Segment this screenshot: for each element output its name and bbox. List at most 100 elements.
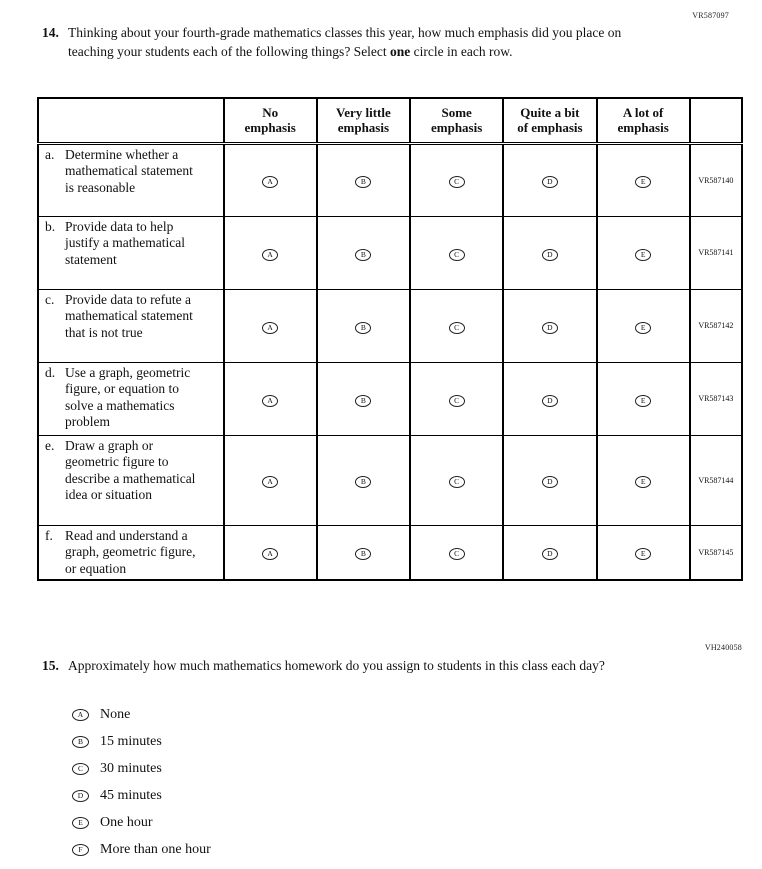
option-circle-b[interactable]: B (355, 394, 372, 407)
option-circle-d[interactable]: D (541, 321, 558, 334)
option-circle-b[interactable]: B (355, 476, 372, 488)
option-circle-e[interactable]: E (635, 394, 652, 407)
emphasis-cell: A (222, 361, 318, 436)
option-circle-a[interactable]: A (262, 476, 279, 488)
question-14-text-part: circle in each row. (410, 44, 513, 59)
col-header-quite-a-bit-of-emphasis: Quite a bit of emphasis (502, 97, 598, 145)
emphasis-cell: B (315, 142, 412, 217)
row-label-c: c. Provide data to refute a mathematical … (37, 288, 225, 363)
emphasis-cell: C (409, 288, 505, 363)
option-circle-d[interactable]: D (72, 789, 89, 802)
col-header-no-emphasis: No emphasis (222, 97, 318, 145)
option-circle-d[interactable]: D (541, 176, 558, 188)
option-more-than-one-hour: F More than one hour (72, 841, 211, 858)
option-circle-e[interactable]: E (635, 476, 652, 488)
option-circle-d[interactable]: D (541, 476, 558, 488)
header-line: A lot of (622, 105, 664, 121)
accession-code-q14: VR587097 (692, 11, 729, 20)
question-15-options: A None B 15 minutes C 30 minutes D 45 mi… (72, 706, 211, 868)
option-circle-b[interactable]: B (355, 248, 372, 261)
option-circle-e[interactable]: E (72, 816, 89, 829)
option-label: One hour (100, 814, 153, 830)
emphasis-cell: D (502, 142, 598, 217)
emphasis-cell: A (222, 288, 318, 363)
option-circle-b[interactable]: B (72, 735, 89, 748)
header-line: Quite a bit (520, 105, 580, 121)
option-circle-a[interactable]: A (262, 176, 279, 188)
row-label-text: Read and understand a graph, geometric f… (65, 527, 196, 576)
option-15-minutes: B 15 minutes (72, 733, 211, 750)
option-circle-c[interactable]: C (448, 394, 465, 407)
option-circle-d[interactable]: D (541, 394, 558, 407)
emphasis-cell: E (595, 288, 691, 363)
emphasis-cell: E (595, 361, 691, 436)
option-label: More than one hour (100, 841, 211, 857)
emphasis-cell: E (595, 215, 691, 290)
option-circle-e[interactable]: E (635, 176, 652, 188)
emphasis-cell: D (502, 361, 598, 436)
corner-cell (37, 97, 225, 145)
option-circle-e[interactable]: E (635, 548, 652, 561)
option-circle-a[interactable]: A (262, 548, 279, 561)
header-line: emphasis (244, 120, 296, 136)
row-code: VR587142 (688, 288, 744, 363)
table-row-a: a. Determine whether a mathematical state… (37, 142, 744, 217)
option-circle-d[interactable]: D (541, 548, 558, 561)
question-14-number: 14. (42, 25, 59, 40)
row-label-b: b. Provide data to help justify a mathema… (37, 215, 225, 290)
question-14-text: Thinking about your fourth-grade mathema… (68, 23, 668, 61)
question-14: 14. Thinking about your fourth-grade mat… (42, 23, 682, 61)
option-circle-e[interactable]: E (635, 248, 652, 261)
emphasis-cell: B (315, 215, 412, 290)
option-circle-c[interactable]: C (72, 762, 89, 775)
emphasis-cell: E (595, 524, 691, 581)
option-30-minutes: C 30 minutes (72, 760, 211, 777)
row-letter: a. (45, 146, 55, 162)
emphasis-cell: A (222, 434, 318, 526)
row-label-e: e. Draw a graph or geometric figure to de… (37, 434, 225, 526)
question-14-text-bold: one (390, 44, 411, 59)
row-code: VR587145 (688, 524, 744, 581)
option-circle-a[interactable]: A (262, 321, 279, 334)
emphasis-cell: A (222, 524, 318, 581)
question-15: 15. Approximately how much mathematics h… (42, 656, 682, 675)
row-label-text: Provide data to refute a mathematical st… (65, 291, 193, 340)
col-header-very-little-emphasis: Very little emphasis (315, 97, 412, 145)
question-14-text-part: Thinking about your fourth-grade mathema… (68, 25, 622, 59)
option-circle-f[interactable]: F (72, 843, 89, 856)
option-45-minutes: D 45 minutes (72, 787, 211, 804)
option-circle-c[interactable]: C (448, 176, 465, 188)
emphasis-cell: B (315, 288, 412, 363)
option-label: 15 minutes (100, 733, 162, 749)
emphasis-cell: C (409, 524, 505, 581)
option-circle-c[interactable]: C (448, 476, 465, 488)
option-label: None (100, 706, 131, 722)
table-row-f: f. Read and understand a graph, geometric… (37, 524, 744, 581)
table-row-b: b. Provide data to help justify a mathema… (37, 215, 744, 290)
option-circle-e[interactable]: E (635, 321, 652, 334)
option-circle-a[interactable]: A (262, 248, 279, 261)
option-circle-c[interactable]: C (448, 248, 465, 261)
accession-code-q15: VH240058 (704, 643, 742, 652)
row-letter: e. (45, 437, 55, 453)
option-circle-c[interactable]: C (448, 321, 465, 334)
option-circle-d[interactable]: D (541, 248, 558, 261)
row-label-text: Draw a graph or geometric figure to desc… (65, 437, 196, 503)
option-circle-a[interactable]: A (72, 708, 89, 721)
emphasis-cell: B (315, 434, 412, 526)
row-code: VR587143 (688, 361, 744, 436)
header-line: Some (441, 105, 472, 121)
header-line: emphasis (617, 120, 669, 136)
emphasis-cell: D (502, 288, 598, 363)
option-circle-b[interactable]: B (355, 548, 372, 561)
option-circle-b[interactable]: B (355, 321, 372, 334)
row-code: VR587144 (688, 434, 744, 526)
option-circle-b[interactable]: B (355, 176, 372, 188)
header-line: emphasis (337, 120, 390, 136)
row-code: VR587140 (688, 142, 744, 217)
option-circle-c[interactable]: C (448, 548, 465, 561)
row-letter: d. (45, 364, 56, 380)
row-label-text: Determine whether a mathematical stateme… (65, 146, 193, 195)
option-circle-a[interactable]: A (262, 394, 279, 407)
option-none: A None (72, 706, 211, 723)
